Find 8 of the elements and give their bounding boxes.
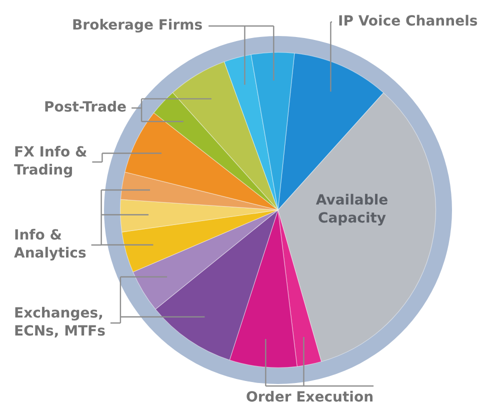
- slice-label: Info & Analytics: [14, 228, 86, 262]
- slice-label: FX Info & Trading: [14, 144, 88, 179]
- slice-label: IP Voice Channels: [338, 14, 478, 30]
- slice-label: Brokerage Firms: [72, 18, 203, 34]
- slice-label: Available Capacity: [316, 192, 388, 227]
- slice-label: Post-Trade: [44, 100, 127, 116]
- slice-label: Exchanges, ECNs, MTFs: [14, 306, 106, 340]
- slice-label: Order Execution: [246, 390, 374, 406]
